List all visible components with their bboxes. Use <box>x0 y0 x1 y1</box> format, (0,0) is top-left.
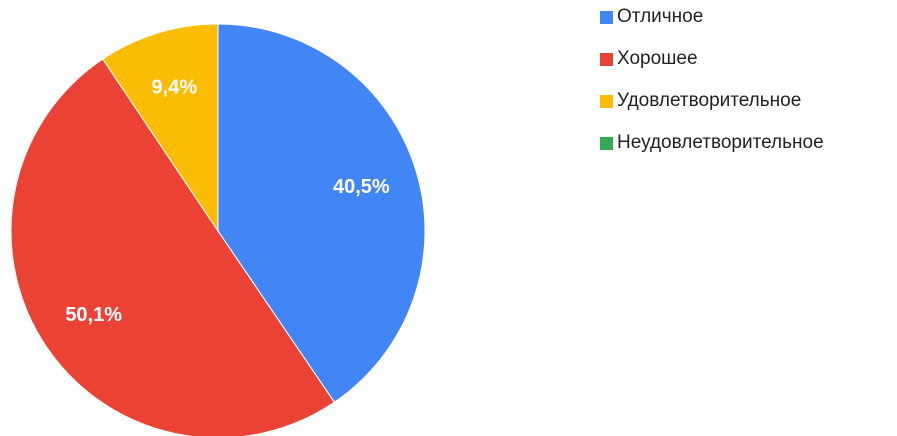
legend-label: Неудовлетворительное <box>617 132 824 153</box>
legend-swatch <box>600 10 613 24</box>
legend-label: Отличное <box>617 6 704 27</box>
legend-item-3[interactable]: Удовлетворительное <box>600 90 824 112</box>
legend-item-2[interactable]: Хорошее <box>600 48 824 70</box>
pie-slice-1[interactable] <box>217 23 426 403</box>
pie-slice-label-3: 9,4% <box>152 76 198 98</box>
pie-slice-labels: 40,5% 50,1% 9,4% <box>65 76 390 325</box>
pie-slice-3[interactable] <box>102 23 219 233</box>
legend-swatch <box>600 94 613 108</box>
pie-slice-label-2: 50,1% <box>65 304 122 326</box>
legend-swatch <box>600 52 613 66</box>
pie-slice-label-1: 40,5% <box>333 176 390 198</box>
legend-label: Хорошее <box>617 48 698 69</box>
legend-item-1[interactable]: Отличное <box>600 6 824 28</box>
pie-chart: 40,5% 50,1% 9,4% <box>10 23 426 436</box>
legend-item-4[interactable]: Неудовлетворительное <box>600 132 824 154</box>
pie-slices <box>10 23 426 436</box>
legend-label: Удовлетворительное <box>617 90 802 111</box>
legend-swatch <box>600 136 613 150</box>
chart-legend: Отличное Хорошее Удовлетворительное Неудовл… <box>600 6 824 174</box>
